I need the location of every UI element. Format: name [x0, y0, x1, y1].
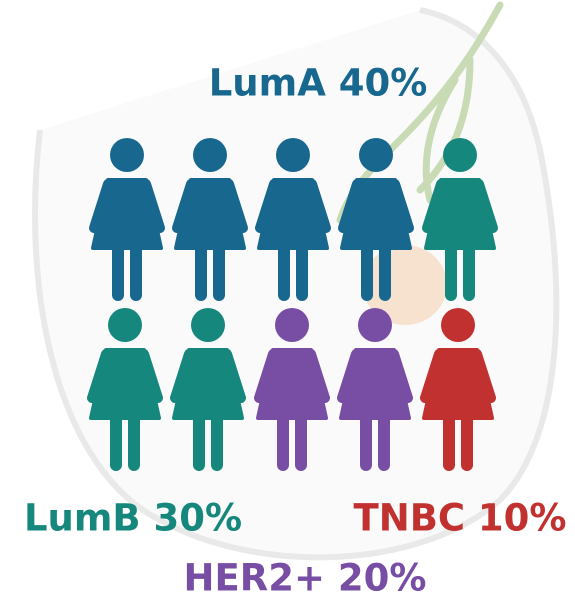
head: [359, 138, 393, 172]
arm: [420, 349, 444, 403]
head: [193, 138, 227, 172]
arm: [474, 179, 498, 233]
label-tnbc: TNBC 10%: [353, 497, 566, 540]
leg: [278, 241, 290, 301]
head: [276, 138, 310, 172]
leg: [295, 411, 307, 471]
leg: [195, 241, 207, 301]
woman-figure: [89, 138, 165, 301]
arm: [141, 179, 165, 233]
leg: [461, 411, 473, 471]
arm: [89, 179, 113, 233]
label-lumb: LumB 30%: [24, 497, 242, 540]
arm: [390, 179, 414, 233]
arm: [472, 349, 496, 403]
leg: [361, 241, 373, 301]
woman-figure: [87, 308, 163, 471]
head: [443, 138, 477, 172]
head: [358, 308, 392, 342]
woman-figure: [172, 138, 248, 301]
arm: [87, 349, 111, 403]
leg: [112, 241, 124, 301]
leg: [128, 411, 140, 471]
woman-figure: [255, 138, 331, 301]
leg: [445, 241, 457, 301]
arm: [255, 179, 279, 233]
arm: [254, 349, 278, 403]
leg: [213, 241, 225, 301]
leg: [211, 411, 223, 471]
arm: [307, 179, 331, 233]
leg: [443, 411, 455, 471]
leg: [193, 411, 205, 471]
leg: [277, 411, 289, 471]
arm: [139, 349, 163, 403]
leg: [378, 411, 390, 471]
arm: [422, 179, 446, 233]
arm: [306, 349, 330, 403]
arm: [389, 349, 413, 403]
woman-figure: [420, 308, 496, 471]
woman-figure: [337, 308, 413, 471]
arm: [224, 179, 248, 233]
head: [108, 308, 142, 342]
arm: [338, 179, 362, 233]
woman-figure: [422, 138, 498, 301]
head: [191, 308, 225, 342]
arm: [170, 349, 194, 403]
arm: [172, 179, 196, 233]
woman-figure: [338, 138, 414, 301]
woman-figure: [254, 308, 330, 471]
woman-figure: [170, 308, 246, 471]
label-her2: HER2+ 20%: [184, 557, 427, 600]
leg: [379, 241, 391, 301]
leg: [130, 241, 142, 301]
arm: [337, 349, 361, 403]
label-luma: LumA 40%: [209, 62, 428, 105]
figures: [87, 138, 498, 471]
leg: [110, 411, 122, 471]
leg: [296, 241, 308, 301]
head: [110, 138, 144, 172]
head: [275, 308, 309, 342]
head: [441, 308, 475, 342]
arm: [222, 349, 246, 403]
leg: [360, 411, 372, 471]
leg: [463, 241, 475, 301]
